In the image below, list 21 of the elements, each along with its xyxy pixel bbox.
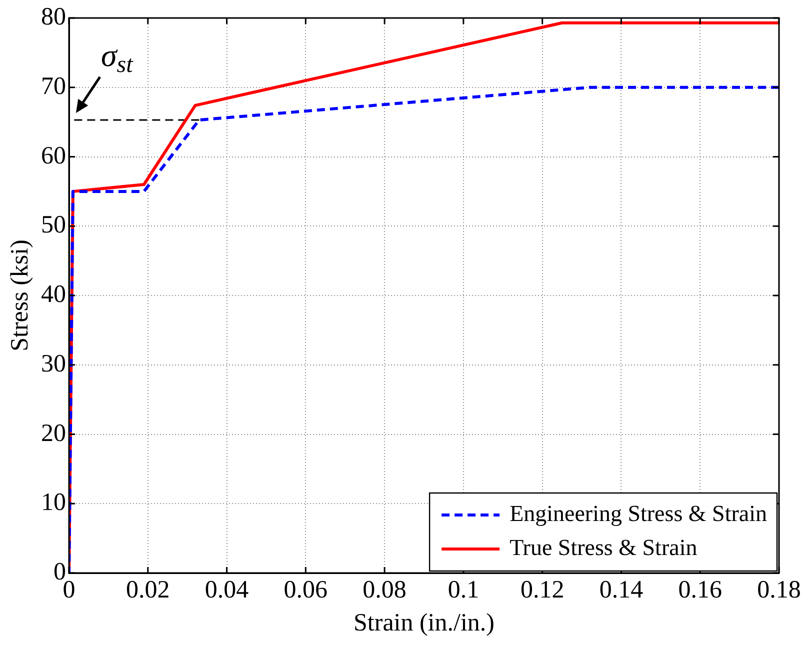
x-axis-title: Strain (in./in.) — [354, 610, 494, 637]
x-tick-label: 0.18 — [757, 576, 801, 604]
y-tick-label: 40 — [41, 281, 66, 308]
y-tick-label: 10 — [41, 489, 66, 516]
x-tick-label: 0.04 — [204, 576, 250, 604]
x-tick-label: 0.16 — [678, 576, 722, 604]
y-tick-label: 70 — [41, 72, 66, 100]
y-tick-label: 80 — [41, 4, 66, 31]
y-axis-title: Stress (ksi) — [6, 240, 34, 352]
x-tick-label: 0.14 — [599, 576, 644, 604]
x-tick-label: 0.12 — [520, 576, 564, 604]
legend-label: Engineering Stress & Strain — [510, 501, 768, 526]
x-tick-label: 0.1 — [448, 576, 480, 604]
legend-label: True Stress & Strain — [510, 535, 698, 560]
x-tick-label: 0.06 — [284, 576, 328, 604]
y-tick-label: 30 — [41, 350, 66, 378]
x-tick-label: 0.02 — [126, 576, 170, 604]
y-tick-label: 20 — [41, 420, 66, 447]
y-tick-label: 50 — [41, 212, 66, 239]
x-tick-label: 0.08 — [362, 576, 406, 604]
y-tick-label: 60 — [41, 142, 66, 170]
